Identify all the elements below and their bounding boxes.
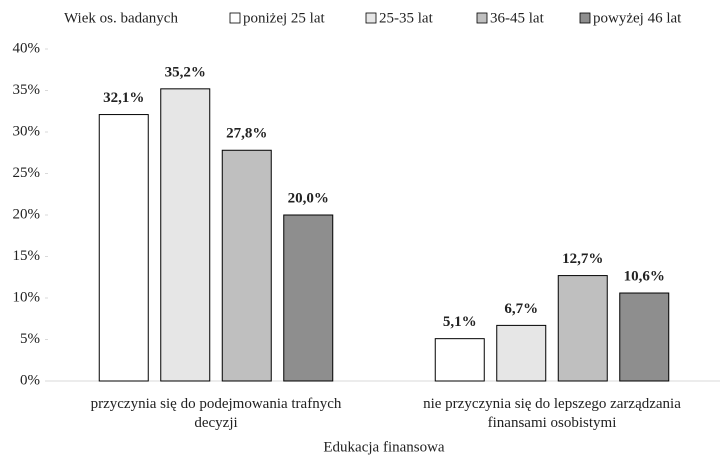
value-label: 5,1% (443, 314, 477, 330)
legend-label: 25-35 lat (379, 10, 434, 26)
legend-swatch (365, 12, 377, 24)
bar (434, 338, 485, 382)
legend-label: powyżej 46 lat (593, 10, 682, 26)
y-tick-label: 40% (13, 40, 41, 56)
legend-label: poniżej 25 lat (243, 10, 325, 26)
bar (283, 214, 334, 382)
value-label: 20,0% (288, 190, 329, 206)
value-label: 10,6% (624, 268, 665, 284)
x-tick-label: przyczynia się do podejmowania trafnych d… (91, 396, 342, 431)
legend-swatch (476, 12, 488, 24)
legend-swatch (229, 12, 241, 24)
y-tick-label: 0% (20, 372, 40, 388)
y-tick-label: 30% (13, 123, 41, 139)
legend-label: 36-45 lat (490, 10, 545, 26)
value-label: 32,1% (103, 90, 144, 106)
x-axis-label: Edukacja finansowa (323, 439, 445, 455)
y-tick-label: 15% (13, 248, 41, 264)
value-label: 27,8% (226, 126, 267, 142)
value-label: 6,7% (504, 301, 538, 317)
bar (619, 292, 670, 382)
legend-title: Wiek os. badanych (64, 10, 178, 26)
bar (496, 324, 547, 382)
bar (98, 114, 149, 382)
bar (557, 275, 608, 382)
y-tick-label: 10% (13, 289, 41, 305)
y-tick-label: 25% (13, 165, 41, 181)
bar (221, 149, 272, 382)
value-label: 35,2% (165, 64, 206, 80)
y-tick-label: 5% (20, 331, 40, 347)
y-tick-label: 35% (13, 82, 41, 98)
y-tick-label: 20% (13, 206, 41, 222)
legend-swatch (579, 12, 591, 24)
value-label: 12,7% (562, 251, 603, 267)
bar (160, 88, 211, 382)
x-tick-label: nie przyczynia się do lepszego zarządzan… (423, 396, 681, 431)
